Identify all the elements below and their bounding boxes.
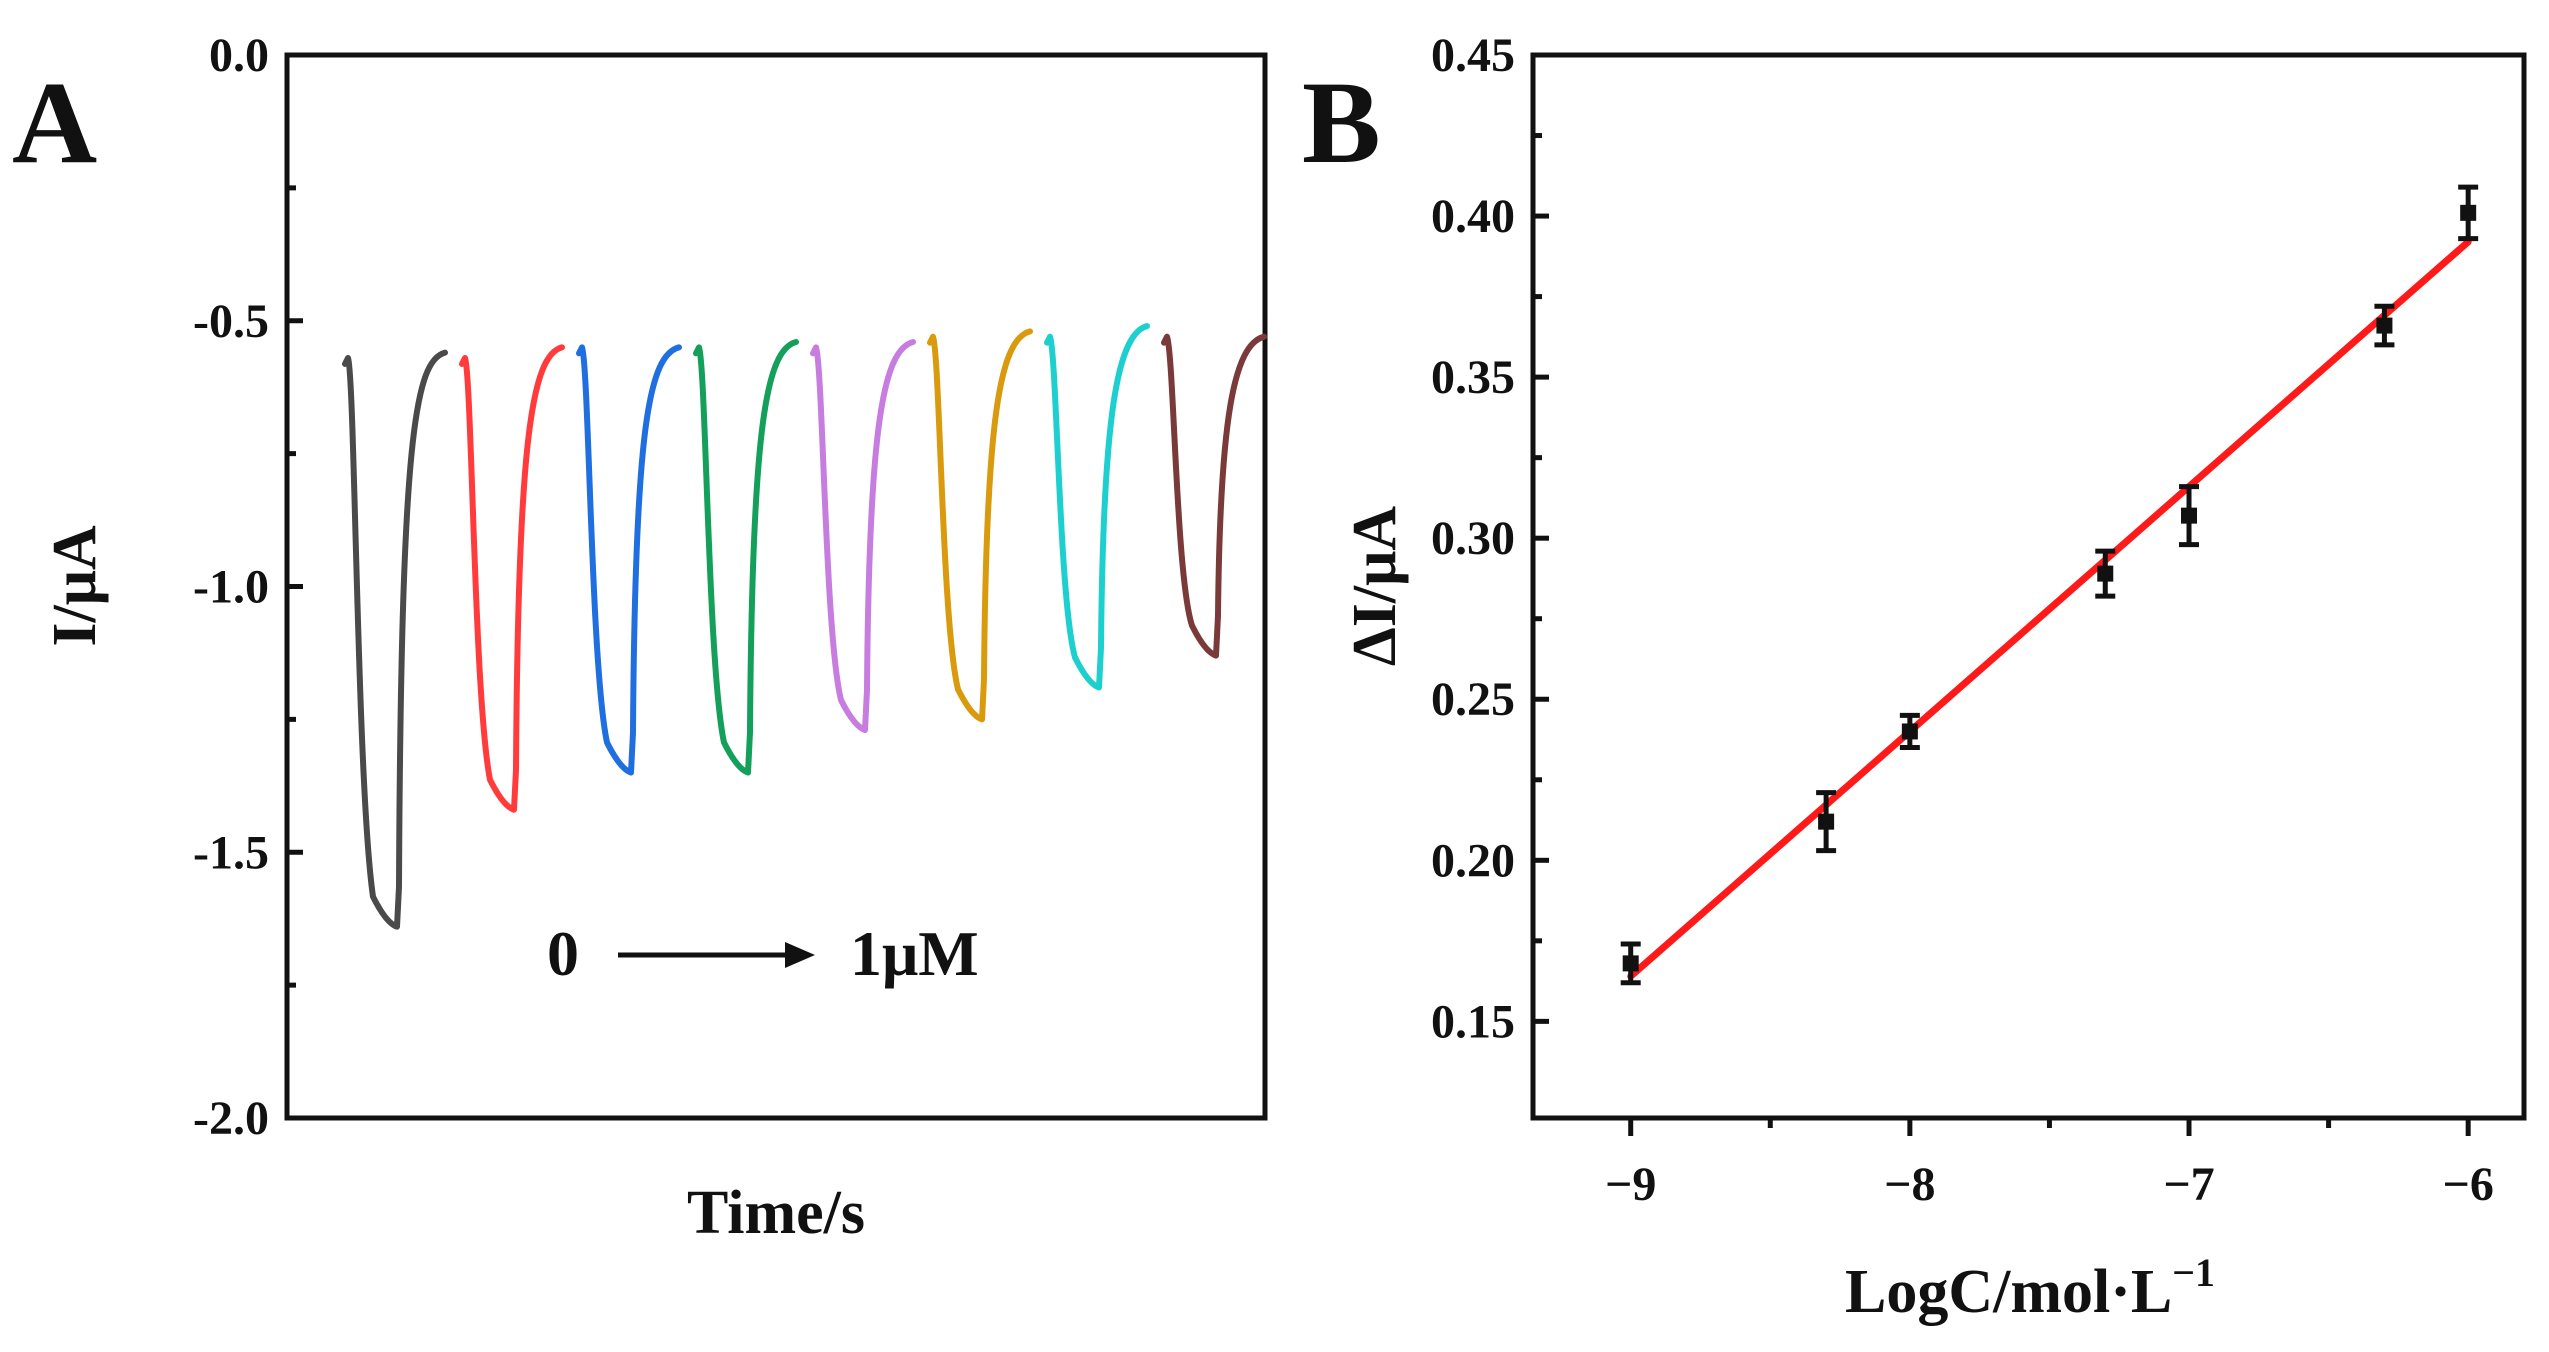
panel-b-letter: B bbox=[1302, 57, 1381, 188]
panel-b-y-tick-label: 0.25 bbox=[1431, 673, 1515, 726]
panel-b-data-point-5 bbox=[2181, 507, 2198, 524]
panel-b-y-tick-label: 0.40 bbox=[1431, 190, 1515, 243]
panel-a-trace-7 bbox=[1044, 323, 1150, 691]
panel-a-y-tick-label: -1.0 bbox=[193, 561, 269, 614]
panel-b: B 0.150.200.250.300.350.400.45 −9 −8 −7 −6 … bbox=[1302, 29, 2527, 1326]
panel-b-data-point-1 bbox=[1622, 955, 1639, 972]
panel-a-y-tick-label: -0.5 bbox=[193, 295, 269, 348]
panel-a-trace-8 bbox=[1161, 333, 1267, 659]
panel-a-trace-5 bbox=[810, 339, 916, 734]
panel-a-trace-2 bbox=[459, 344, 565, 813]
panel-a-y-tick-label: 0.0 bbox=[209, 29, 269, 82]
panel-a-trace-1 bbox=[342, 349, 448, 930]
panel-b-y-axis-label: ΔI/μA bbox=[1341, 506, 1409, 666]
panel-b-plot-frame bbox=[1530, 52, 2527, 1121]
panel-a-concentration-annotation: 0 1μM bbox=[547, 918, 979, 989]
panel-a-y-tick-label: -1.5 bbox=[193, 826, 269, 879]
panel-b-fit-line bbox=[1627, 238, 2472, 980]
panel-b-x-axis-label-sup: −1 bbox=[2172, 1250, 2215, 1295]
panel-b-y-tick-label: 0.45 bbox=[1431, 29, 1515, 82]
panel-a-trace-6 bbox=[927, 328, 1033, 723]
panel-b-data-point-7 bbox=[2460, 204, 2477, 221]
panel-b-x-tick-label: −7 bbox=[2163, 1158, 2214, 1211]
panel-a-trace-3 bbox=[576, 344, 682, 776]
panel-b-x-axis-label: LogC/mol·L−1 bbox=[1845, 1250, 2215, 1326]
panel-a-x-axis-label: Time/s bbox=[687, 1179, 865, 1247]
panel-a-traces bbox=[342, 323, 1267, 930]
annotation-end-label: 1μM bbox=[850, 918, 979, 989]
panel-b-data-point-3 bbox=[1901, 723, 1918, 740]
panel-b-x-tick-label: −8 bbox=[1884, 1158, 1935, 1211]
panel-b-x-ticks: −9 −8 −7 −6 bbox=[1605, 1118, 2494, 1211]
panel-a-y-tick-label: -2.0 bbox=[193, 1092, 269, 1145]
panel-b-y-tick-label: 0.30 bbox=[1431, 512, 1515, 565]
panel-b-fit-line-group bbox=[1627, 238, 2472, 980]
panel-b-data-point-6 bbox=[2376, 317, 2393, 334]
panel-b-x-tick-label: −6 bbox=[2442, 1158, 2493, 1211]
panel-b-y-tick-label: 0.35 bbox=[1431, 351, 1515, 404]
panel-a: A 0.0 -0.5 -1.0 -1.5 -2.0 0 1μM Time/s I/μA bbox=[12, 29, 1268, 1247]
panel-a-trace-4 bbox=[693, 339, 799, 776]
panel-a-plot-frame bbox=[284, 52, 1268, 1121]
panel-b-y-tick-label: 0.20 bbox=[1431, 834, 1515, 887]
panel-b-y-tick-label: 0.15 bbox=[1431, 995, 1515, 1048]
panel-b-data-point-2 bbox=[1818, 813, 1835, 830]
panel-b-y-ticks: 0.15 0.20 0.25 0.30 0.35 0.40 0.45 bbox=[1431, 29, 1549, 1048]
annotation-start-label: 0 bbox=[547, 918, 579, 989]
annotation-arrow-head bbox=[785, 942, 815, 968]
panel-a-y-axis-label: I/μA bbox=[41, 525, 109, 647]
panel-b-data-points bbox=[1620, 184, 2479, 986]
panel-b-x-axis-label-main: LogC/mol·L bbox=[1845, 1258, 2172, 1326]
panel-b-data-point-4 bbox=[2097, 565, 2114, 582]
panel-b-x-tick-label: −9 bbox=[1605, 1158, 1656, 1211]
panel-a-letter: A bbox=[12, 57, 97, 188]
panel-a-y-ticks: 0.0 -0.5 -1.0 -1.5 -2.0 bbox=[193, 29, 303, 1145]
